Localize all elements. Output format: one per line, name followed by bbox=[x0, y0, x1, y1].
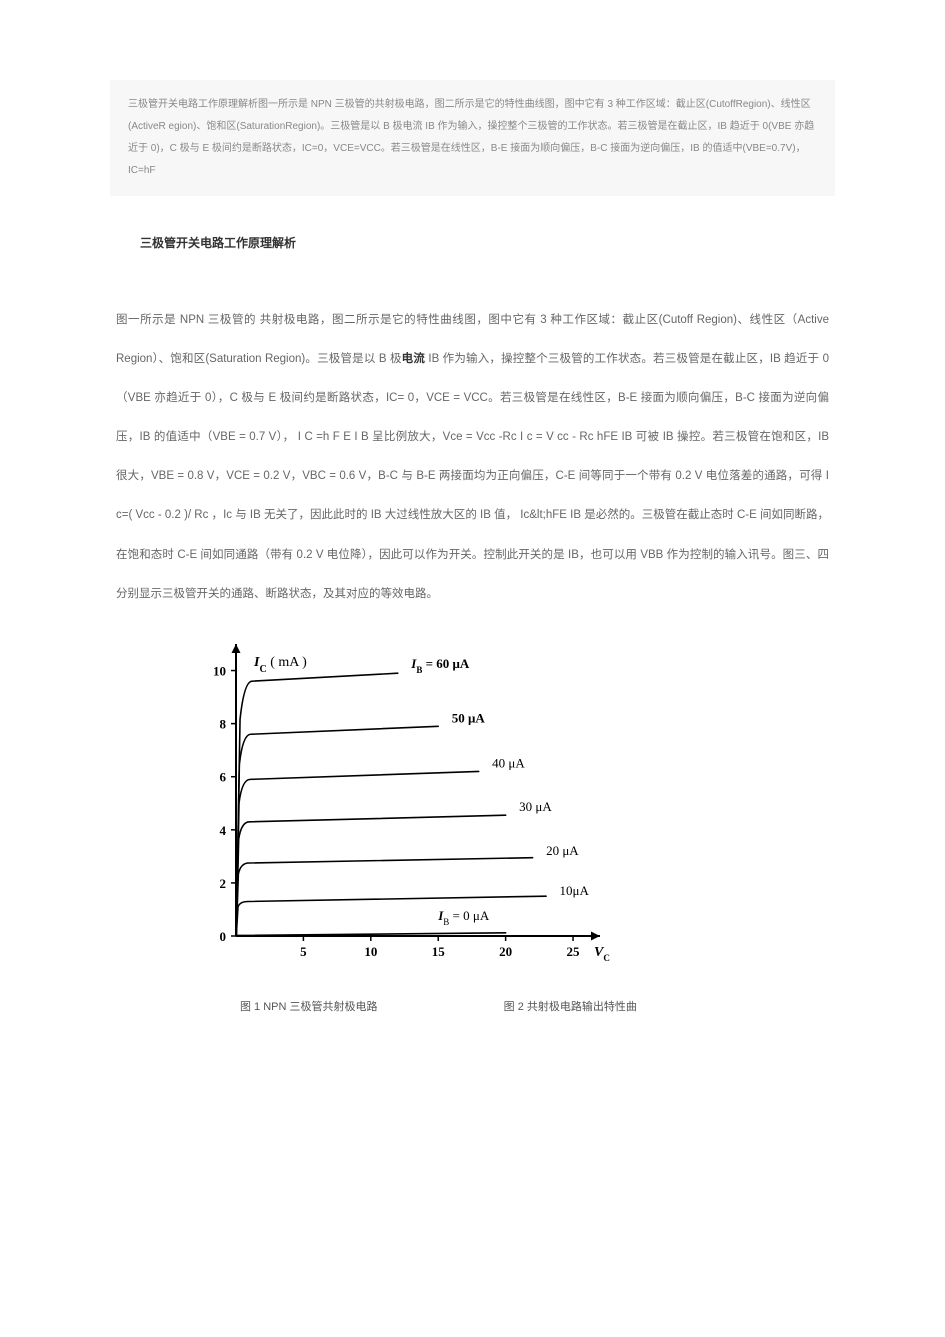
document-page: 三极管开关电路工作原理解析图一所示是 NPN 三极管的共射极电路，图二所示是它的… bbox=[0, 0, 945, 1214]
chart-svg: 0 2 4 6 8 10 5 10 15 20 25 IC ( mA ) VCE ( V ) IB = 6… bbox=[180, 632, 610, 972]
ic-curve bbox=[236, 673, 398, 935]
y-tick-label: 2 bbox=[220, 876, 227, 891]
x-axis-label: VCE ( V ) bbox=[594, 945, 610, 963]
y-axis-label: IC ( mA ) bbox=[253, 655, 307, 675]
output-characteristic-chart: 0 2 4 6 8 10 5 10 15 20 25 IC ( mA ) VCE ( V ) IB = 6… bbox=[180, 632, 610, 972]
curve-label: 20 μA bbox=[546, 843, 579, 858]
y-tick-label: 10 bbox=[213, 663, 226, 678]
y-tick-label: 0 bbox=[220, 929, 227, 944]
x-tick-label: 5 bbox=[300, 944, 307, 959]
figure-captions: 图 1 NPN 三极管共射极电路 图 2 共射极电路输出特性曲 bbox=[110, 998, 835, 1014]
summary-box: 三极管开关电路工作原理解析图一所示是 NPN 三极管的共射极电路，图二所示是它的… bbox=[110, 80, 835, 196]
x-tick-label: 10 bbox=[364, 944, 377, 959]
bold-term: 电流 bbox=[402, 353, 425, 365]
ic-curve bbox=[236, 726, 438, 935]
curve-label: 50 μA bbox=[452, 710, 486, 725]
curve-label: 30 μA bbox=[519, 799, 552, 814]
summary-text: 三极管开关电路工作原理解析图一所示是 NPN 三极管的共射极电路，图二所示是它的… bbox=[128, 99, 814, 176]
ic-curve bbox=[236, 896, 546, 935]
y-axis-arrow bbox=[232, 644, 241, 653]
x-tick-label: 15 bbox=[432, 944, 446, 959]
curve-label: IB = 60 μA bbox=[410, 656, 470, 675]
y-tick-label: 4 bbox=[220, 823, 227, 838]
caption-fig1: 图 1 NPN 三极管共射极电路 bbox=[240, 1001, 378, 1013]
article-body: 图一所示是 NPN 三极管的 共射极电路，图二所示是它的特性曲线图，图中它有 3… bbox=[110, 301, 835, 614]
curve-label: 40 μA bbox=[492, 755, 525, 770]
curve-label: IB = 0 μA bbox=[437, 908, 490, 927]
x-axis-arrow bbox=[591, 931, 600, 940]
y-tick-label: 8 bbox=[220, 716, 227, 731]
x-tick-label: 25 bbox=[567, 944, 581, 959]
y-tick-label: 6 bbox=[220, 769, 227, 784]
article-title: 三极管开关电路工作原理解析 bbox=[140, 234, 835, 251]
x-tick-label: 20 bbox=[499, 944, 512, 959]
curve-label: 10μA bbox=[560, 883, 590, 898]
caption-fig2: 图 2 共射极电路输出特性曲 bbox=[504, 1001, 637, 1013]
